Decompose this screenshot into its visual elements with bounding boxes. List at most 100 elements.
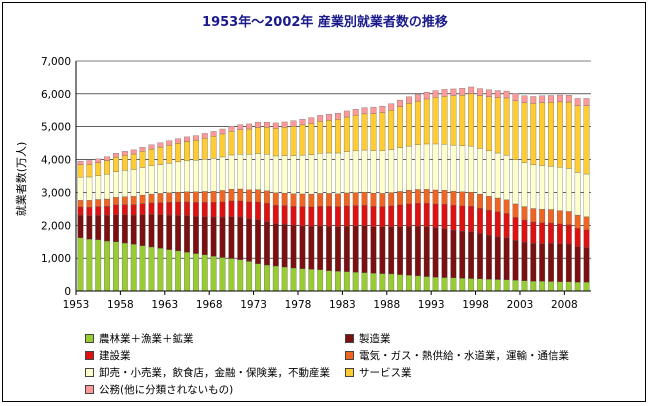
bar-segment: [485, 196, 492, 211]
bar-segment: [148, 193, 155, 204]
bar-segment: [201, 254, 208, 292]
bar-segment: [539, 165, 546, 210]
y-tick-label: 3,000: [41, 187, 71, 199]
bar-segment: [423, 143, 430, 190]
bar-segment: [485, 234, 492, 280]
bar-segment: [343, 116, 350, 152]
bar-segment: [423, 189, 430, 204]
bar-segment: [139, 167, 146, 196]
legend-item: 製造業: [345, 331, 391, 346]
bar-segment: [459, 278, 466, 292]
bar-segment: [317, 115, 324, 122]
bar-segment: [539, 243, 546, 282]
bar-segment: [343, 271, 350, 292]
bar-segment: [255, 127, 261, 154]
bar-segment: [113, 157, 119, 172]
legend-swatch: [85, 385, 94, 394]
bar-segment: [157, 214, 164, 249]
bar-segment: [370, 107, 377, 114]
bar-segment: [255, 122, 261, 128]
bar-segment: [548, 102, 554, 167]
bar-segment: [228, 188, 235, 202]
bar-segment: [361, 149, 368, 193]
legend-label: 製造業: [359, 333, 391, 345]
bar-segment: [272, 122, 279, 129]
bar-segment: [281, 121, 288, 128]
bar-segment: [113, 241, 119, 292]
bar-segment: [512, 203, 519, 218]
bar-segment: [352, 225, 359, 273]
legend-label: 建設業: [99, 350, 131, 362]
bar-segment: [255, 263, 261, 292]
bar-segment: [441, 228, 448, 278]
bar-segment: [281, 155, 288, 194]
bar-segment: [237, 200, 244, 218]
bar-segment: [494, 90, 501, 98]
bar-segment: [370, 150, 377, 194]
bar-segment: [255, 189, 261, 203]
bar-segment: [414, 94, 421, 102]
bar-segment: [237, 129, 244, 155]
bar-segment: [406, 203, 412, 227]
bar-segment: [184, 160, 190, 192]
bar-segment: [432, 189, 439, 205]
bar-segment: [530, 96, 537, 104]
bar-segment: [521, 242, 528, 281]
bar-segment: [219, 133, 226, 158]
bar-segment: [468, 93, 475, 147]
bar-segment: [121, 170, 128, 197]
bar-segment: [530, 221, 537, 244]
bar-segment: [352, 205, 359, 227]
bar-segment: [281, 224, 288, 268]
bar-segment: [272, 155, 279, 193]
bar-segment: [237, 216, 244, 260]
bar-segment: [210, 158, 217, 192]
x-tick-labels: 1953 1958 1963 1968 1973 1978 1983 1988 1993 1998…: [63, 291, 578, 311]
bar-segment: [335, 113, 341, 120]
bar-segment: [397, 274, 403, 292]
bar-segment: [219, 128, 226, 135]
y-tick-label: 5,000: [41, 122, 71, 134]
bar-segment: [521, 95, 528, 103]
bar-segment: [450, 95, 457, 146]
bar-segment: [565, 95, 572, 103]
bar-segment: [201, 138, 208, 160]
bar-segment: [494, 211, 501, 237]
bar-segment: [548, 165, 554, 210]
bar-segment: [184, 201, 190, 216]
bar-segment: [192, 135, 199, 141]
bar-segment: [503, 154, 510, 200]
bar-segment: [201, 133, 208, 139]
bar-segment: [246, 154, 253, 190]
bar-segment: [441, 189, 448, 205]
bar-segment: [113, 204, 119, 215]
bar-segment: [557, 94, 563, 103]
bar-segment: [477, 88, 483, 96]
bar-segment: [246, 123, 253, 130]
bar-segment: [263, 154, 270, 191]
bar-segment: [317, 225, 324, 270]
bar-segment: [175, 161, 182, 193]
bar-segment: [335, 152, 341, 194]
bar-segment: [388, 149, 395, 193]
bar-segment: [77, 164, 84, 178]
bar-segment: [317, 120, 324, 154]
bar-segment: [104, 156, 110, 161]
bar-segment: [494, 197, 501, 212]
bar-segment: [388, 273, 395, 292]
bar-segment: [308, 154, 315, 195]
legend-item: 電気・ガス・熱供給・水道業，運輸・通信業: [345, 348, 569, 363]
bar-segment: [139, 245, 146, 292]
bar-segment: [477, 278, 483, 292]
bar-segment: [379, 226, 386, 274]
bar-segment: [370, 113, 377, 151]
bar-segment: [166, 163, 173, 193]
bar-segment: [95, 162, 102, 176]
bar-segment: [166, 202, 173, 216]
bar-segment: [459, 205, 466, 232]
bar-segment: [406, 189, 412, 205]
bar-segment: [86, 176, 93, 201]
bar-segment: [494, 152, 501, 199]
bar-segment: [121, 155, 128, 171]
bar-segment: [210, 256, 217, 292]
